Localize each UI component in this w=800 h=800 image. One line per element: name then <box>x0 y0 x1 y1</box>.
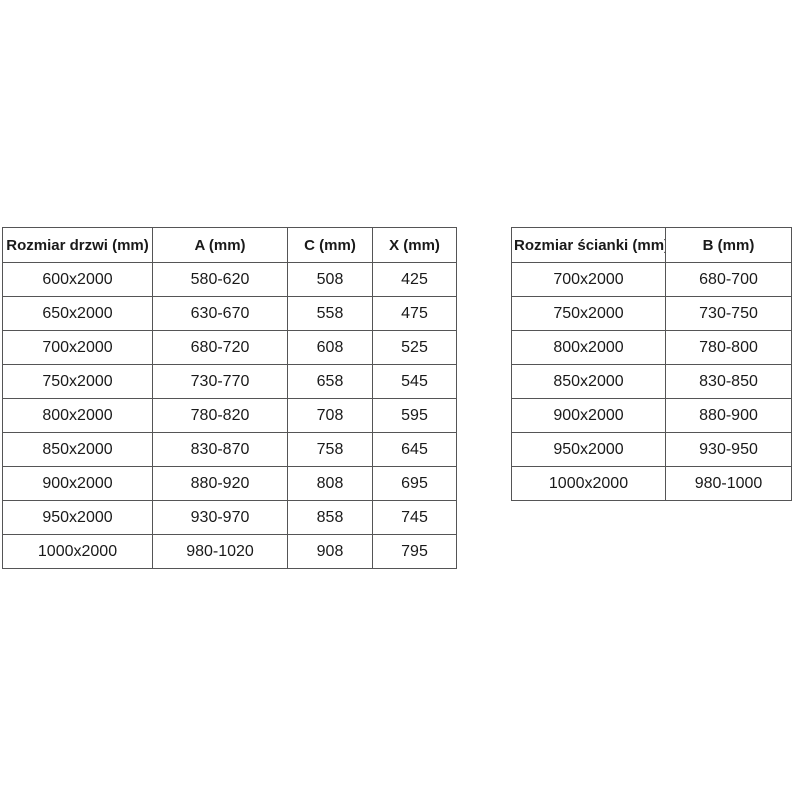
table-cell: 475 <box>372 296 457 331</box>
column-header: C (mm) <box>287 227 373 263</box>
table-row: 700x2000 680-720 608 525 <box>2 330 457 365</box>
wall-table-header: Rozmiar ścianki (mm) B (mm) <box>511 227 792 263</box>
table-cell: 558 <box>287 296 373 331</box>
table-cell: 650x2000 <box>2 296 153 331</box>
table-cell: 780-820 <box>152 398 288 433</box>
table-cell: 1000x2000 <box>2 534 153 569</box>
table-row: 700x2000 680-700 <box>511 262 792 297</box>
table-cell: 700x2000 <box>2 330 153 365</box>
table-cell: 858 <box>287 500 373 535</box>
table-row: 750x2000 730-750 <box>511 296 792 331</box>
wall-panel-dimensions-table: Rozmiar ścianki (mm) B (mm) 700x2000 680-7… <box>511 227 792 501</box>
table-cell: 708 <box>287 398 373 433</box>
table-row: 1000x2000 980-1000 <box>511 466 792 501</box>
table-row: 850x2000 830-850 <box>511 364 792 399</box>
table-cell: 880-920 <box>152 466 288 501</box>
table-cell: 545 <box>372 364 457 399</box>
table-cell: 908 <box>287 534 373 569</box>
table-cell: 525 <box>372 330 457 365</box>
table-cell: 950x2000 <box>2 500 153 535</box>
table-cell: 830-870 <box>152 432 288 467</box>
table-cell: 758 <box>287 432 373 467</box>
table-cell: 930-950 <box>665 432 792 467</box>
table-row: 900x2000 880-900 <box>511 398 792 433</box>
table-cell: 750x2000 <box>511 296 666 331</box>
table-cell: 645 <box>372 432 457 467</box>
table-row: 750x2000 730-770 658 545 <box>2 364 457 399</box>
table-cell: 595 <box>372 398 457 433</box>
table-header-row: Rozmiar ścianki (mm) B (mm) <box>511 227 792 263</box>
table-cell: 730-750 <box>665 296 792 331</box>
door-table-header: Rozmiar drzwi (mm) A (mm) C (mm) X (mm) <box>2 227 457 263</box>
table-cell: 880-900 <box>665 398 792 433</box>
wall-table-body: 700x2000 680-700 750x2000 730-750 800x2000 78… <box>511 262 792 501</box>
column-header: A (mm) <box>152 227 288 263</box>
table-cell: 750x2000 <box>2 364 153 399</box>
door-dimensions-table: Rozmiar drzwi (mm) A (mm) C (mm) X (mm) 600… <box>2 227 457 569</box>
table-cell: 900x2000 <box>511 398 666 433</box>
table-cell: 930-970 <box>152 500 288 535</box>
table-row: 950x2000 930-950 <box>511 432 792 467</box>
column-header: Rozmiar drzwi (mm) <box>2 227 153 263</box>
column-header: B (mm) <box>665 227 792 263</box>
table-cell: 830-850 <box>665 364 792 399</box>
table-cell: 600x2000 <box>2 262 153 297</box>
table-cell: 630-670 <box>152 296 288 331</box>
table-cell: 658 <box>287 364 373 399</box>
table-cell: 980-1000 <box>665 466 792 501</box>
table-cell: 980-1020 <box>152 534 288 569</box>
table-cell: 1000x2000 <box>511 466 666 501</box>
table-row: 650x2000 630-670 558 475 <box>2 296 457 331</box>
table-cell: 800x2000 <box>2 398 153 433</box>
table-cell: 700x2000 <box>511 262 666 297</box>
table-cell: 800x2000 <box>511 330 666 365</box>
table-cell: 950x2000 <box>511 432 666 467</box>
table-cell: 850x2000 <box>511 364 666 399</box>
table-cell: 900x2000 <box>2 466 153 501</box>
column-header: Rozmiar ścianki (mm) <box>511 227 666 263</box>
table-cell: 808 <box>287 466 373 501</box>
table-cell: 608 <box>287 330 373 365</box>
table-cell: 695 <box>372 466 457 501</box>
table-row: 850x2000 830-870 758 645 <box>2 432 457 467</box>
door-table-body: 600x2000 580-620 508 425 650x2000 630-670 558 4… <box>2 262 457 569</box>
table-header-row: Rozmiar drzwi (mm) A (mm) C (mm) X (mm) <box>2 227 457 263</box>
table-row: 950x2000 930-970 858 745 <box>2 500 457 535</box>
table-cell: 795 <box>372 534 457 569</box>
table-cell: 580-620 <box>152 262 288 297</box>
table-cell: 680-720 <box>152 330 288 365</box>
table-row: 800x2000 780-800 <box>511 330 792 365</box>
table-row: 600x2000 580-620 508 425 <box>2 262 457 297</box>
table-cell: 680-700 <box>665 262 792 297</box>
table-cell: 425 <box>372 262 457 297</box>
table-row: 800x2000 780-820 708 595 <box>2 398 457 433</box>
table-cell: 745 <box>372 500 457 535</box>
table-row: 900x2000 880-920 808 695 <box>2 466 457 501</box>
column-header: X (mm) <box>372 227 457 263</box>
table-cell: 508 <box>287 262 373 297</box>
table-cell: 850x2000 <box>2 432 153 467</box>
table-cell: 780-800 <box>665 330 792 365</box>
table-cell: 730-770 <box>152 364 288 399</box>
table-row: 1000x2000 980-1020 908 795 <box>2 534 457 569</box>
